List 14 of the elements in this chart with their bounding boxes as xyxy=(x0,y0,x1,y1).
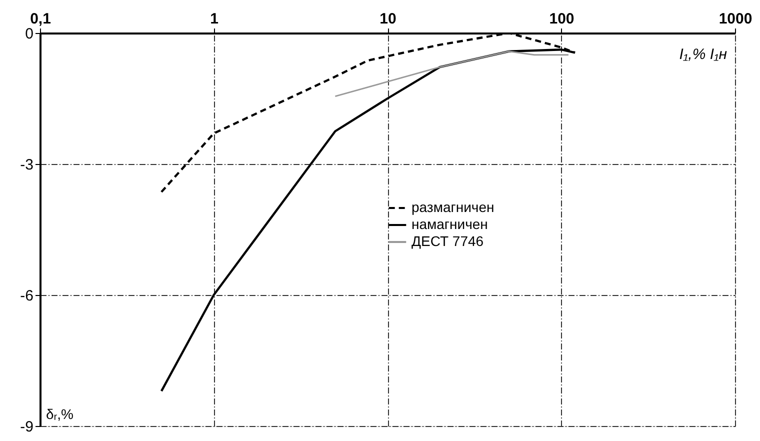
legend-label: ДЕСТ 7746 xyxy=(412,233,484,250)
legend-label: намагничен xyxy=(412,216,488,232)
x-tick-label: 10 xyxy=(380,10,396,28)
y-axis-title: δᵣ,% xyxy=(46,406,74,422)
x-tick-label: 0,1 xyxy=(30,10,51,28)
y-tick-label: -9 xyxy=(20,418,34,436)
x-axis-title: I₁,% I₁н xyxy=(679,46,727,63)
y-tick-label: -3 xyxy=(20,156,34,174)
y-tick-label: -6 xyxy=(20,288,34,304)
legend-label: размагничен xyxy=(412,199,494,216)
x-tick-label: 1 xyxy=(210,10,218,28)
x-tick-label: 1000 xyxy=(718,10,752,28)
y-tick-label: 0 xyxy=(25,26,34,42)
x-tick-label: 100 xyxy=(549,10,574,28)
